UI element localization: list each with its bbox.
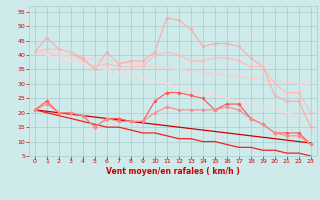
X-axis label: Vent moyen/en rafales ( km/h ): Vent moyen/en rafales ( km/h ) (106, 167, 240, 176)
